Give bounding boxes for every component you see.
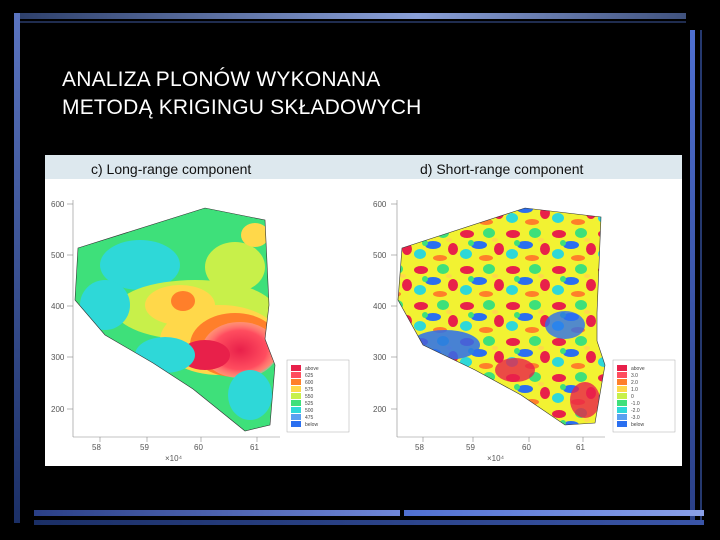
panel-c-title: c) Long-range component: [91, 161, 251, 177]
panel-c-legend-label: 525: [305, 401, 314, 407]
panel-c-map: [74, 207, 276, 432]
panel-c-legend-label: above: [305, 366, 319, 372]
panel-c-y-tick: 400: [51, 302, 65, 311]
panel-d-axes: 600 500 400 300 200 58 59 60 61 ×10⁴: [373, 200, 605, 463]
panel-c-legend-label: 475: [305, 415, 314, 421]
panel-d-legend-label: -2.0: [631, 408, 640, 414]
panel-d-x-multiplier: ×10⁴: [487, 454, 505, 463]
panel-d-legend-label: 1.0: [631, 387, 638, 393]
bottom-edge-bar-left: [34, 510, 400, 516]
panel-d-legend-label: 0: [631, 394, 634, 400]
panel-d-x-tick: 58: [415, 443, 424, 452]
kriging-figure: c) Long-range component d) Short-range c…: [45, 155, 682, 466]
panel-d-legend-label: 2.0: [631, 380, 638, 386]
panel-c-y-tick: 300: [51, 353, 65, 362]
panel-d-y-tick: 200: [373, 405, 387, 414]
slide-title-line-2: METODĄ KRIGINGU SKŁADOWYCH: [62, 96, 422, 119]
panel-d-legend-label: -1.0: [631, 401, 640, 407]
panel-d-y-tick: 300: [373, 353, 387, 362]
slide-title-line-1: ANALIZA PLONÓW WYKONANA: [62, 68, 381, 91]
panel-c-legend-label: 575: [305, 387, 314, 393]
panel-c-legend: above 625 600 575 550 525 500 475 below: [286, 359, 350, 433]
panel-c-legend-label: below: [305, 422, 318, 428]
panel-c-x-tick: 58: [92, 443, 101, 452]
panel-c-legend-label: 600: [305, 380, 314, 386]
left-edge-bar: [14, 13, 20, 523]
panel-d-legend-label: below: [631, 422, 644, 428]
panel-c-legend-label: 625: [305, 373, 314, 379]
kriging-figure-svg: c) Long-range component d) Short-range c…: [45, 155, 682, 463]
figure-header: [45, 155, 682, 179]
top-edge-line: [14, 21, 686, 23]
panel-d-x-tick: 61: [576, 443, 585, 452]
right-edge-bar: [690, 30, 695, 525]
panel-d-x-tick: 60: [522, 443, 531, 452]
panel-c-x-tick: 61: [250, 443, 259, 452]
panel-c-y-tick: 600: [51, 200, 65, 209]
panel-c-y-tick: 200: [51, 405, 65, 414]
bottom-edge-bar-right: [404, 510, 704, 516]
panel-d-legend-label: above: [631, 366, 645, 372]
panel-d-x-tick: 59: [466, 443, 475, 452]
panel-d-title: d) Short-range component: [420, 161, 584, 177]
panel-d-y-tick: 600: [373, 200, 387, 209]
panel-d-y-tick: 500: [373, 251, 387, 260]
panel-d-y-tick: 400: [373, 302, 387, 311]
panel-c-x-tick: 59: [140, 443, 149, 452]
panel-c-x-tick: 60: [194, 443, 203, 452]
panel-c-legend-label: 500: [305, 408, 314, 414]
panel-c-y-tick: 500: [51, 251, 65, 260]
panel-d-legend-label: 3.0: [631, 373, 638, 379]
panel-c-x-multiplier: ×10⁴: [165, 454, 183, 463]
slide-title: ANALIZA PLONÓW WYKONANA METODĄ KRIGINGU …: [62, 66, 662, 122]
panel-d-legend-label: -3.0: [631, 415, 640, 421]
panel-d-legend: above 3.0 2.0 1.0 0 -1.0 -2.0 -3.0 below: [612, 359, 676, 433]
panel-c-axes: 600 500 400 300 200 58 59 60 61 ×10⁴: [51, 200, 280, 463]
right-edge-line: [700, 30, 702, 525]
panel-d-map: [397, 207, 606, 426]
bottom-edge-line: [34, 520, 704, 525]
panel-c-legend-label: 550: [305, 394, 314, 400]
top-edge-bar: [14, 13, 686, 19]
